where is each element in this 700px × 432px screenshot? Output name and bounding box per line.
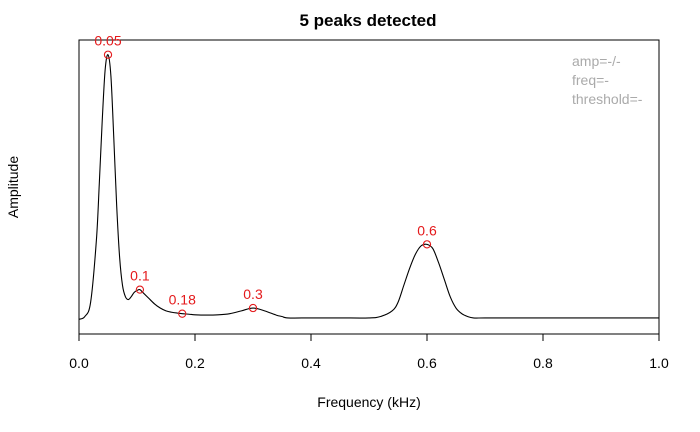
peak-label-2: 0.18: [169, 292, 196, 308]
peak-marker-1: [135, 285, 145, 294]
peak-marker-3: [248, 303, 258, 313]
x-tick-label-0: 0.0: [69, 355, 89, 371]
chart-title: 5 peaks detected: [299, 11, 436, 30]
y-axis-label: Amplitude: [5, 156, 21, 218]
x-tick-label-2: 0.4: [301, 355, 321, 371]
peak-marker-2: [178, 309, 187, 318]
info-freq: freq=-: [572, 72, 609, 88]
info-box: amp=-/- freq=- threshold=-: [572, 53, 643, 107]
series-line: [78, 54, 659, 320]
info-threshold: threshold=-: [572, 91, 643, 107]
x-axis-label: Frequency (kHz): [317, 394, 420, 410]
x-tick-label-3: 0.6: [417, 355, 437, 371]
x-tick-label-1: 0.2: [185, 355, 205, 371]
peak-marker-4: [422, 240, 432, 249]
info-amp: amp=-/-: [572, 53, 621, 69]
x-ticks: 0.0 0.2 0.4 0.6 0.8 1.0: [69, 334, 669, 371]
x-tick-label-5: 1.0: [649, 355, 669, 371]
peak-marker-0: [103, 50, 113, 59]
x-tick-label-4: 0.8: [533, 355, 553, 371]
peak-label-0: 0.05: [94, 33, 121, 49]
x-axis: 0.0 0.2 0.4 0.6 0.8 1.0: [69, 333, 669, 371]
peak-label-4: 0.6: [417, 222, 437, 238]
peak-markers: 0.05 0.1 0.18 0.3 0.6: [94, 33, 437, 318]
peak-label-1: 0.1: [130, 268, 150, 284]
peak-label-3: 0.3: [243, 286, 263, 302]
